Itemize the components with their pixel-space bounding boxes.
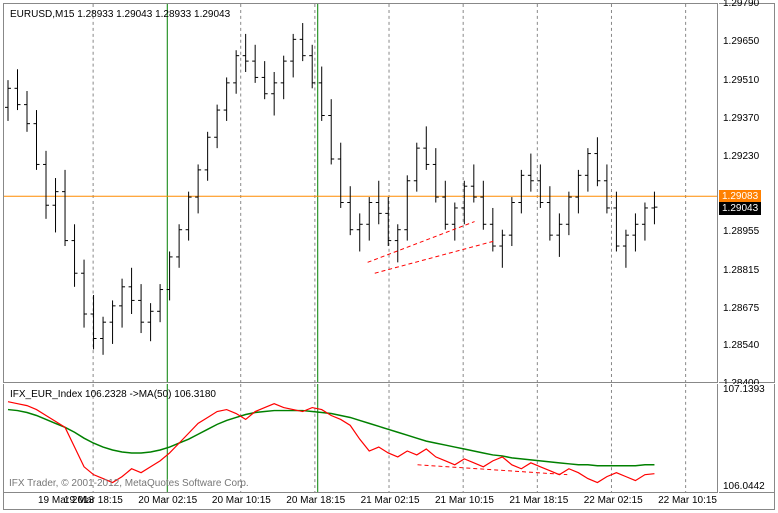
y-tick-label: 1.28540: [723, 340, 759, 351]
y-tick-label: 1.29650: [723, 36, 759, 47]
indicator-y-tick: 106.0442: [723, 481, 765, 492]
y-tick-label: 1.28815: [723, 265, 759, 276]
price-chart-panel[interactable]: EURUSD,M15 1.28933 1.29043 1.28933 1.290…: [3, 3, 718, 383]
indicator-panel[interactable]: IFX_EUR_Index 106.2328 ->MA(50) 106.3180…: [3, 384, 718, 493]
chart-root: EURUSD,M15 1.28933 1.29043 1.28933 1.290…: [0, 0, 778, 513]
y-tick-label: 1.29230: [723, 151, 759, 162]
x-tick-label: 21 Mar 10:15: [435, 495, 494, 506]
indicator-chart-svg: [4, 384, 717, 492]
current-price-badge: 1.29043: [719, 202, 761, 215]
time-x-axis: 19 Mar 201319 Mar 18:1520 Mar 02:1520 Ma…: [3, 493, 775, 510]
y-tick-label: 1.29370: [723, 113, 759, 124]
y-tick-label: 1.28955: [723, 226, 759, 237]
x-tick-label: 20 Mar 10:15: [212, 495, 271, 506]
copyright-text: IFX Trader, © 2001-2012, MetaQuotes Soft…: [9, 478, 249, 489]
x-tick-label: 21 Mar 02:15: [361, 495, 420, 506]
symbol-title: EURUSD,M15 1.28933 1.29043 1.28933 1.290…: [10, 9, 230, 20]
y-tick-label: 1.29510: [723, 75, 759, 86]
x-tick-label: 20 Mar 18:15: [286, 495, 345, 506]
y-tick-label: 1.29790: [723, 0, 759, 9]
price-y-axis: 1.29790 1.29650 1.29510 1.29370 1.29230 1.290…: [719, 3, 775, 383]
indicator-y-axis: 107.1393 106.0442: [719, 384, 775, 493]
y-tick-label: 1.28675: [723, 303, 759, 314]
x-tick-label: 22 Mar 10:15: [658, 495, 717, 506]
indicator-title: IFX_EUR_Index 106.2328 ->MA(50) 106.3180: [10, 389, 216, 400]
x-tick-label: 19 Mar 18:15: [64, 495, 123, 506]
x-tick-label: 21 Mar 18:15: [509, 495, 568, 506]
indicator-y-tick: 107.1393: [723, 384, 765, 395]
x-tick-label: 22 Mar 02:15: [584, 495, 643, 506]
price-chart-svg: [4, 4, 717, 382]
x-tick-label: 20 Mar 02:15: [138, 495, 197, 506]
